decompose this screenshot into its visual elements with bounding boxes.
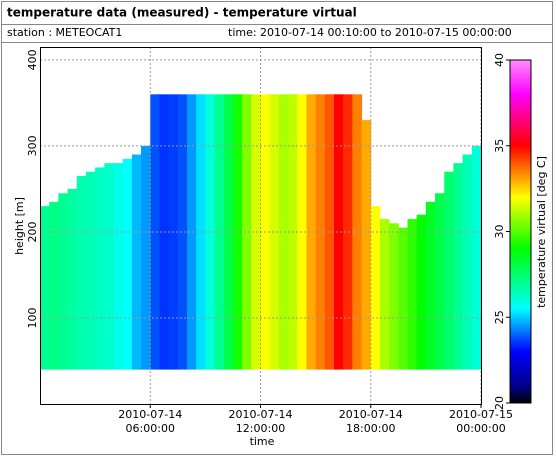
heat-cell	[407, 219, 418, 370]
colorbar-tick-label: 40	[493, 53, 506, 67]
heat-cell	[334, 94, 344, 370]
heat-cell	[122, 158, 133, 370]
heat-cell	[104, 163, 114, 370]
heat-cell	[187, 94, 197, 370]
x-tick-label: 2010-07-14 18:00:00	[338, 408, 403, 435]
heat-cell	[269, 94, 280, 370]
heat-cell	[425, 201, 436, 370]
colorbar-tick-label: 20	[493, 396, 506, 410]
heat-cell	[67, 188, 78, 370]
x-tick-label: 2010-07-14 12:00:00	[228, 408, 293, 435]
x-axis-label: time	[250, 435, 275, 448]
y-axis-label: height [m]	[13, 197, 26, 255]
heat-cell	[113, 163, 124, 370]
heat-cell	[141, 145, 151, 370]
y-tick-label: 100	[26, 307, 39, 328]
heat-cell	[214, 94, 225, 370]
heat-cell	[398, 227, 408, 370]
heat-cell	[453, 163, 464, 370]
heat-cell	[150, 94, 160, 370]
heat-cell	[462, 154, 473, 370]
x-tick-label: 2010-07-14 06:00:00	[118, 408, 183, 435]
heat-cell	[389, 223, 399, 370]
heat-cell	[205, 94, 216, 370]
heat-cell	[40, 206, 50, 370]
heat-cell	[49, 201, 59, 370]
heat-cell	[85, 171, 96, 370]
heat-cell	[177, 94, 188, 370]
y-tick-label: 300	[26, 135, 39, 156]
heat-cell	[379, 219, 390, 370]
heat-cell	[76, 176, 87, 370]
colorbar	[509, 59, 532, 404]
title: temperature data (measured) - temperatur…	[7, 6, 357, 20]
heat-cell	[471, 145, 482, 370]
y-tick-label: 200	[26, 221, 39, 242]
time-range: time: 2010-07-14 00:10:00 to 2010-07-15 …	[228, 26, 512, 39]
heat-cell	[306, 94, 317, 370]
x-tick-label: 2010-07-15 00:00:00	[449, 408, 513, 435]
plot-border	[40, 47, 482, 405]
heat-cell	[95, 167, 105, 370]
heat-cell	[444, 171, 454, 370]
heat-cell	[58, 193, 69, 370]
station: station : METEOCAT1	[7, 26, 122, 39]
heat-cell	[416, 214, 427, 370]
heat-cell	[361, 120, 372, 370]
y-tick-label: 400	[26, 49, 39, 70]
colorbar-label: temperature virtual [deg C]	[535, 156, 548, 308]
heat-cell	[370, 206, 381, 370]
heat-cell	[131, 154, 142, 370]
heat-cell	[242, 94, 252, 370]
heat-cell	[435, 193, 445, 370]
colorbar-tick-label: 35	[493, 139, 506, 153]
heat-cell	[297, 94, 307, 370]
heat-cell	[278, 94, 289, 370]
colorbar-tick-label: 25	[493, 310, 506, 324]
colorbar-tick-label: 30	[493, 225, 506, 239]
